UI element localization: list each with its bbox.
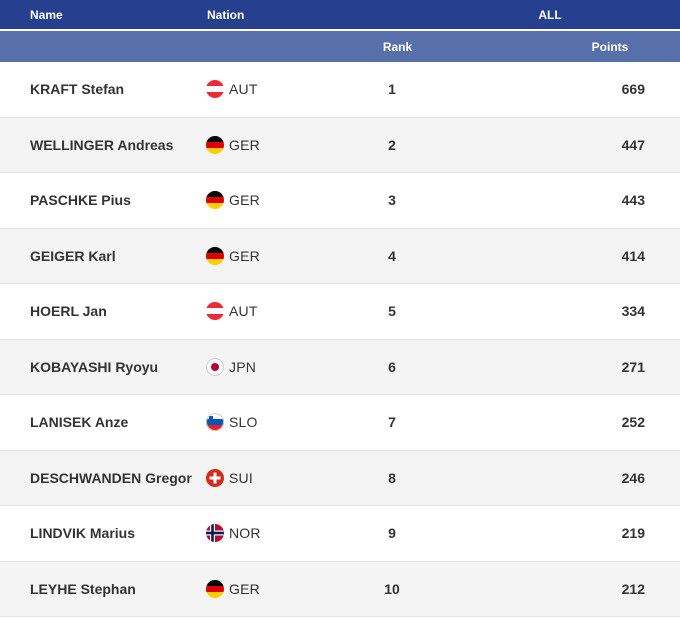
ger-flag-icon: [206, 135, 224, 154]
nation-cell: GER: [206, 562, 260, 617]
header-nation[interactable]: Nation: [207, 7, 245, 22]
rank-value: 7: [388, 414, 396, 431]
athlete-name[interactable]: PASCHKE Pius: [30, 192, 131, 209]
points-value: 447: [621, 136, 645, 153]
points-value: 219: [621, 525, 645, 542]
table-row[interactable]: KRAFT Stefan AUT 1 669: [0, 62, 680, 118]
jpn-flag-icon: [206, 357, 224, 376]
header-rank[interactable]: Rank: [382, 39, 413, 54]
nation-cell: GER: [206, 229, 260, 284]
table-row[interactable]: LEYHE Stephan GER 10 212: [0, 561, 680, 617]
table-row[interactable]: PASCHKE Pius GER 3 443: [0, 173, 680, 229]
rank-value: 5: [388, 303, 396, 320]
athlete-name[interactable]: GEIGER Karl: [30, 247, 116, 264]
points-value: 212: [621, 580, 645, 597]
nation-cell: AUT: [206, 284, 258, 339]
nation-cell: GER: [206, 118, 260, 173]
rank-value: 2: [388, 136, 396, 153]
rank-value: 4: [388, 247, 396, 264]
nor-flag-icon: [206, 524, 224, 543]
rank-value: 10: [384, 580, 400, 597]
table-row[interactable]: LANISEK Anze SLO 7 252: [0, 395, 680, 451]
points-value: 271: [621, 358, 645, 375]
rank-value: 3: [388, 192, 396, 209]
athlete-name[interactable]: WELLINGER Andreas: [30, 136, 174, 153]
table-row[interactable]: GEIGER Karl GER 4 414: [0, 228, 680, 284]
sui-flag-icon: [206, 468, 224, 487]
nation-cell: JPN: [206, 340, 256, 395]
points-value: 669: [621, 81, 645, 98]
table-header-primary: Name Nation ALL: [0, 0, 680, 31]
nation-code: GER: [229, 247, 260, 264]
points-value: 443: [621, 192, 645, 209]
rank-value: 8: [388, 469, 396, 486]
athlete-name[interactable]: LINDVIK Marius: [30, 525, 136, 542]
nation-code: SLO: [229, 414, 258, 431]
nation-cell: AUT: [206, 62, 258, 117]
ger-flag-icon: [206, 579, 224, 598]
nation-cell: SUI: [206, 451, 253, 506]
points-value: 334: [621, 303, 645, 320]
rank-value: 1: [388, 81, 396, 98]
nation-code: AUT: [229, 303, 258, 320]
aut-flag-icon: [206, 80, 224, 99]
points-value: 414: [621, 247, 645, 264]
nation-code: GER: [229, 580, 260, 597]
table-row[interactable]: DESCHWANDEN Gregor SUI 8 246: [0, 450, 680, 506]
nation-code: GER: [229, 192, 260, 209]
ger-flag-icon: [206, 246, 224, 265]
nation-code: SUI: [229, 469, 253, 486]
table-body: KRAFT Stefan AUT 1 669 WELLINGER Andreas GER 2…: [0, 62, 680, 617]
header-points[interactable]: Points: [591, 39, 629, 54]
rank-value: 9: [388, 525, 396, 542]
rank-value: 6: [388, 358, 396, 375]
table-row[interactable]: HOERL Jan AUT 5 334: [0, 284, 680, 340]
table-row[interactable]: KOBAYASHI Ryoyu JPN 6 271: [0, 339, 680, 395]
athlete-name[interactable]: LANISEK Anze: [30, 414, 129, 431]
nation-cell: GER: [206, 173, 260, 228]
athlete-name[interactable]: DESCHWANDEN Gregor: [30, 469, 192, 486]
aut-flag-icon: [206, 302, 224, 321]
nation-code: GER: [229, 136, 260, 153]
nation-code: AUT: [229, 81, 258, 98]
athlete-name[interactable]: HOERL Jan: [30, 303, 107, 320]
header-all[interactable]: ALL: [538, 7, 562, 22]
ger-flag-icon: [206, 191, 224, 210]
athlete-name[interactable]: KRAFT Stefan: [30, 81, 125, 98]
athlete-name[interactable]: LEYHE Stephan: [30, 580, 136, 597]
points-value: 246: [621, 469, 645, 486]
table-row[interactable]: LINDVIK Marius NOR 9 219: [0, 506, 680, 562]
nation-cell: SLO: [206, 395, 258, 450]
athlete-name[interactable]: KOBAYASHI Ryoyu: [30, 358, 159, 375]
nation-cell: NOR: [206, 506, 261, 561]
points-value: 252: [621, 414, 645, 431]
nation-code: JPN: [229, 358, 257, 375]
slo-flag-icon: [206, 413, 224, 432]
header-name[interactable]: Name: [30, 7, 63, 22]
nation-code: NOR: [229, 525, 261, 542]
table-row[interactable]: WELLINGER Andreas GER 2 447: [0, 117, 680, 173]
table-header-secondary: Rank Points: [0, 31, 680, 62]
